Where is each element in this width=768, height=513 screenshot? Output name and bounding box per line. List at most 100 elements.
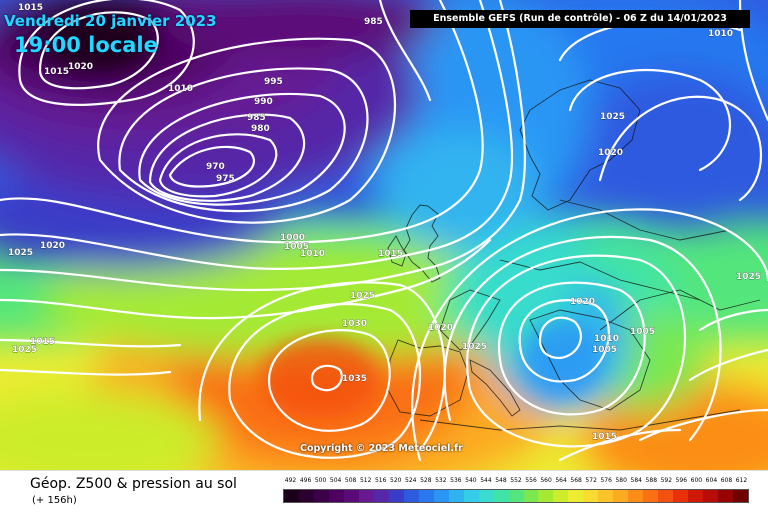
legend-swatch — [388, 490, 404, 502]
legend-swatch — [688, 490, 704, 502]
legend-swatch — [493, 490, 509, 502]
legend-value: 596 — [675, 477, 688, 484]
isobar-label: 1025 — [12, 345, 37, 355]
legend-swatch — [703, 490, 719, 502]
legend-value: 584 — [630, 477, 642, 484]
legend-swatch — [598, 490, 614, 502]
legend-value: 568 — [570, 477, 582, 484]
isobar-label: 1025 — [600, 112, 625, 122]
legend-swatch — [448, 490, 464, 502]
legend-swatch — [403, 490, 419, 502]
legend-swatch — [328, 490, 344, 502]
legend-swatch — [358, 490, 374, 502]
legend-value: 608 — [720, 477, 733, 484]
isobar-label: 1015 — [18, 3, 43, 13]
isobar-label: 1020 — [598, 148, 623, 158]
legend-value: 592 — [660, 477, 673, 484]
legend-swatch — [523, 490, 539, 502]
legend-swatch — [628, 490, 644, 502]
legend-swatch — [508, 490, 524, 502]
legend-swatch — [433, 490, 449, 502]
legend-value: 572 — [585, 477, 597, 484]
legend-swatch — [478, 490, 494, 502]
legend-labels: 492 496 500 504 508 512 516 520 524 528 532 536 540 5… — [283, 477, 749, 487]
legend-swatch — [673, 490, 689, 502]
legend-value: 520 — [390, 477, 402, 484]
forecast-lead-time: (+ 156h) — [32, 495, 77, 506]
isobar-label: 1020 — [68, 62, 93, 72]
legend-swatch — [658, 490, 674, 502]
legend-value: 564 — [555, 477, 567, 484]
forecast-date: Vendredi 20 janvier 2023 — [4, 12, 217, 30]
legend-value: 588 — [645, 477, 658, 484]
color-legend: 492 496 500 504 508 512 516 520 524 528 532 536 540 5… — [283, 477, 749, 505]
legend-value: 492 — [284, 477, 297, 484]
legend-color-bar — [283, 489, 749, 503]
isobar-label: 1010 — [708, 29, 733, 39]
legend-value: 496 — [299, 477, 312, 484]
legend-value: 612 — [735, 477, 748, 484]
legend-value: 600 — [690, 477, 703, 484]
run-info-banner: Ensemble GEFS (Run de contrôle) - 06 Z d… — [410, 10, 750, 28]
isobar-label: 970 — [206, 162, 225, 172]
isobar-label: 980 — [251, 124, 270, 134]
isobar-label: 975 — [216, 174, 235, 184]
isobar-label: 1005 — [592, 345, 617, 355]
legend-value: 508 — [344, 477, 357, 484]
isobar-label: 985 — [364, 17, 383, 27]
legend-value: 512 — [359, 477, 372, 484]
legend-swatch — [733, 490, 749, 502]
forecast-time: 19:00 locale — [14, 33, 158, 57]
isobar-label: 1015 — [30, 337, 55, 347]
legend-value: 580 — [615, 477, 627, 484]
isobar-label: 995 — [264, 77, 283, 87]
isobar-label: 1005 — [630, 327, 655, 337]
legend-swatch — [553, 490, 569, 502]
isobar-label: 1010 — [594, 334, 619, 344]
isobar-label: 1025 — [462, 342, 487, 352]
legend-value: 524 — [405, 477, 417, 484]
legend-value: 556 — [525, 477, 537, 484]
legend-swatch — [373, 490, 389, 502]
isobar-label: 1035 — [342, 374, 367, 384]
map-canvas: 1015 1025 1015 1020 985 1010 995 990 985… — [0, 0, 768, 470]
isobar-label: 1025 — [350, 291, 375, 301]
isobar-label: 990 — [254, 97, 273, 107]
legend-value: 604 — [705, 477, 718, 484]
legend-swatch — [298, 490, 314, 502]
map-variable-title: Géop. Z500 & pression au sol — [30, 476, 237, 492]
legend-value: 532 — [435, 477, 447, 484]
legend-swatch — [583, 490, 599, 502]
legend-swatch — [463, 490, 479, 502]
legend-swatch — [313, 490, 329, 502]
legend-value: 536 — [450, 477, 462, 484]
legend-value: 504 — [329, 477, 342, 484]
isobar-labels: 1015 1025 1015 1020 985 1010 995 990 985… — [8, 3, 761, 442]
legend-swatch — [643, 490, 659, 502]
isobar-label: 1010 — [300, 249, 325, 259]
legend-swatch — [418, 490, 434, 502]
legend-swatch — [538, 490, 554, 502]
isobar-label: 985 — [247, 113, 266, 123]
geopotential-field — [0, 0, 768, 470]
isobar-label: 1000 — [280, 233, 305, 243]
legend-swatch — [284, 490, 299, 502]
weather-map: 1015 1025 1015 1020 985 1010 995 990 985… — [0, 0, 768, 470]
legend-value: 560 — [540, 477, 552, 484]
isobar-label: 1020 — [570, 297, 595, 307]
isobar-label: 1020 — [428, 323, 453, 333]
copyright-text: Copyright © 2023 Meteociel.fr — [300, 443, 463, 454]
legend-value: 540 — [465, 477, 477, 484]
isobar-label: 1025 — [8, 248, 33, 258]
legend-value: 548 — [495, 477, 507, 484]
legend-value: 516 — [374, 477, 387, 484]
legend-swatch — [343, 490, 359, 502]
isobar-label: 1015 — [378, 249, 403, 259]
isobar-label: 1030 — [342, 319, 367, 329]
legend-swatch — [613, 490, 629, 502]
isobar-label: 1005 — [284, 242, 309, 252]
legend-value: 528 — [420, 477, 432, 484]
legend-swatch — [718, 490, 734, 502]
isobar-label: 1015 — [44, 67, 69, 77]
isobar-label: 1010 — [168, 84, 193, 94]
